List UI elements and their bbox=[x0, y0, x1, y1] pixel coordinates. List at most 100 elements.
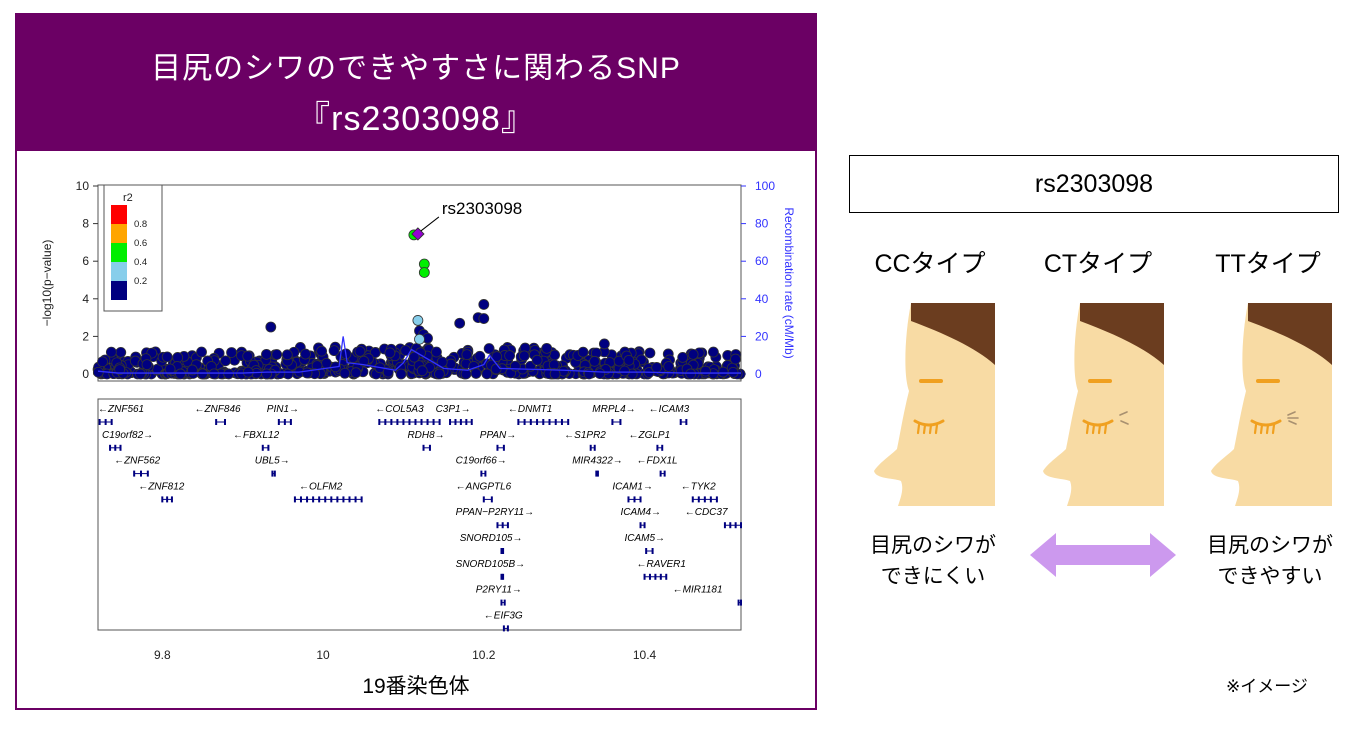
data-point bbox=[384, 347, 396, 359]
data-point bbox=[518, 350, 530, 362]
data-point bbox=[478, 313, 490, 324]
gene-exon bbox=[501, 522, 504, 529]
gene-exon bbox=[420, 419, 423, 425]
gene-label: ←ZNF812 bbox=[138, 481, 185, 492]
gene-exon bbox=[490, 496, 493, 503]
gene-exon bbox=[643, 522, 646, 529]
legend-swatch bbox=[111, 224, 127, 243]
eyelash bbox=[922, 423, 927, 435]
data-point bbox=[316, 345, 328, 357]
data-point bbox=[141, 359, 153, 371]
y-tick-label: 6 bbox=[82, 254, 89, 268]
gene-exon bbox=[104, 419, 107, 425]
gene-label: ←ZNF562 bbox=[114, 456, 161, 467]
data-point bbox=[369, 347, 381, 358]
gene-label: ←EIF3G bbox=[484, 610, 523, 621]
gene-exon bbox=[645, 548, 648, 554]
data-point bbox=[408, 351, 420, 363]
y2-tick-label: 0 bbox=[755, 367, 762, 381]
x-tick-label: 10.2 bbox=[472, 648, 496, 662]
gene-exon bbox=[342, 496, 345, 503]
y-axis-label: −log10(p−value) bbox=[40, 240, 54, 327]
data-point bbox=[509, 360, 521, 372]
gene-exon bbox=[542, 419, 545, 425]
data-point bbox=[598, 338, 610, 350]
data-point bbox=[685, 368, 697, 380]
gene-exon bbox=[354, 496, 357, 503]
face-skin bbox=[874, 303, 995, 506]
gene-exon bbox=[619, 419, 622, 425]
gene-exon bbox=[663, 470, 666, 477]
gene-label: MRPL4→ bbox=[592, 404, 635, 415]
y2-axis-label: Recombination rate (cM/Mb) bbox=[782, 207, 796, 358]
gene-label: ←ICAM3 bbox=[649, 404, 690, 415]
gene-label: ICAM4→ bbox=[620, 507, 661, 518]
data-point bbox=[504, 350, 516, 361]
gene-label: ←COL5A3 bbox=[375, 404, 424, 415]
gene-label: ←OLFM2 bbox=[299, 481, 343, 492]
gene-exon bbox=[289, 419, 292, 425]
gene-label: ←CDC37 bbox=[685, 507, 728, 518]
legend-break: 0.6 bbox=[134, 238, 147, 249]
eyelash bbox=[1253, 423, 1258, 435]
eyelash bbox=[1097, 423, 1102, 435]
gene-exon bbox=[336, 496, 339, 503]
gene-exon bbox=[432, 419, 435, 425]
legend-swatch bbox=[111, 262, 127, 281]
data-point bbox=[115, 346, 127, 358]
x-axis-label: 19番染色体 bbox=[362, 675, 470, 698]
gene-label: ←TYK2 bbox=[681, 481, 716, 492]
gene-exon bbox=[593, 444, 596, 451]
gene-exon bbox=[502, 548, 505, 554]
data-point bbox=[301, 367, 313, 379]
data-point bbox=[328, 345, 340, 357]
recombination-line bbox=[97, 336, 741, 374]
gene-label: MIR4322→ bbox=[572, 456, 623, 467]
gene-exon bbox=[133, 470, 136, 477]
gene-label: ←FDX1L bbox=[637, 456, 678, 467]
legend-break: 0.8 bbox=[134, 219, 147, 230]
lead-snp-label: rs2303098 bbox=[442, 199, 522, 218]
gene-exon bbox=[215, 419, 218, 425]
gene-exon bbox=[715, 496, 718, 503]
gene-exon bbox=[360, 496, 363, 503]
data-point bbox=[208, 368, 220, 380]
gene-label: PIN1→ bbox=[267, 404, 299, 415]
gene-exon bbox=[548, 419, 551, 425]
data-point bbox=[708, 346, 719, 358]
gene-exon bbox=[293, 496, 296, 503]
data-point bbox=[577, 346, 589, 358]
data-point bbox=[644, 347, 656, 359]
gene-exon bbox=[661, 444, 664, 451]
gene-exon bbox=[428, 444, 431, 451]
y-tick-label: 8 bbox=[82, 217, 89, 231]
gene-exon bbox=[454, 419, 457, 425]
face-illustration-tt bbox=[1211, 303, 1332, 506]
data-point bbox=[461, 349, 473, 360]
data-point bbox=[416, 365, 428, 377]
data-point bbox=[242, 350, 254, 362]
face-skin bbox=[1211, 303, 1332, 506]
gene-exon bbox=[384, 419, 387, 425]
face-hair bbox=[1080, 303, 1164, 365]
gene-exon bbox=[261, 444, 264, 451]
gene-exon bbox=[529, 419, 532, 425]
image-note: ※イメージ bbox=[1226, 677, 1308, 696]
data-point bbox=[431, 346, 442, 358]
legend-swatch bbox=[111, 281, 127, 300]
wrinkle-line bbox=[1288, 420, 1297, 425]
gene-exon bbox=[500, 573, 503, 580]
eyelash bbox=[1265, 423, 1270, 435]
gene-exon bbox=[324, 496, 327, 503]
data-point bbox=[354, 345, 366, 357]
gene-exon bbox=[465, 419, 468, 425]
wrinkle-line bbox=[1119, 411, 1128, 416]
data-point bbox=[460, 368, 472, 380]
data-point bbox=[114, 364, 126, 376]
gene-exon bbox=[506, 625, 509, 632]
gene-exon bbox=[273, 470, 276, 477]
y2-tick-label: 40 bbox=[755, 292, 769, 306]
wrinkle-line bbox=[1287, 411, 1296, 416]
data-point bbox=[271, 349, 283, 360]
data-point bbox=[478, 299, 490, 310]
